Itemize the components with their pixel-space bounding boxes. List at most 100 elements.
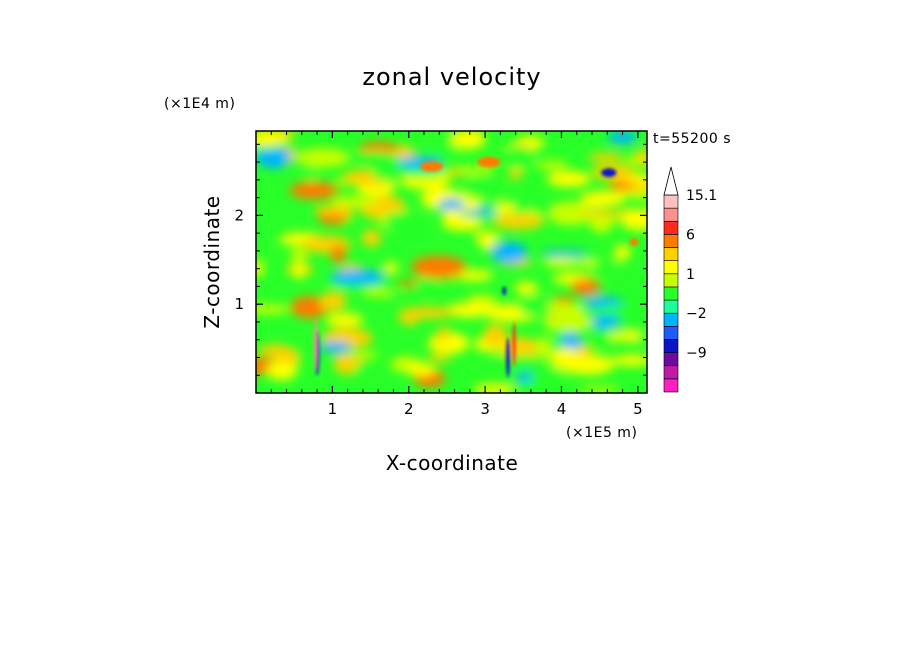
field-blob xyxy=(535,337,553,359)
colorbar-swatch xyxy=(663,234,679,248)
colorbar-swatch xyxy=(663,365,679,380)
field-blob xyxy=(561,355,615,375)
field-blob xyxy=(438,198,465,214)
field-blob xyxy=(434,334,447,341)
field-blob xyxy=(319,292,347,311)
field-smooth-layer xyxy=(256,131,647,393)
heatmap-field xyxy=(256,131,647,393)
field-blob xyxy=(345,151,400,165)
chart-title: zonal velocity xyxy=(362,63,541,91)
field-blob xyxy=(493,201,515,214)
field-blob xyxy=(622,222,647,231)
field-blob xyxy=(490,241,528,264)
field-blob xyxy=(608,331,642,342)
field-blob xyxy=(493,214,545,230)
y-unit-label: (×1E4 m) xyxy=(164,96,235,112)
field-blob xyxy=(474,231,501,243)
colorbar-label: 6 xyxy=(686,227,695,243)
colorbar-swatch xyxy=(663,326,679,340)
field-blob xyxy=(305,165,318,186)
colorbar-swatch xyxy=(663,247,679,261)
field-blob xyxy=(290,296,329,319)
field-feature xyxy=(502,286,507,296)
colorbar-swatch xyxy=(663,312,679,327)
field-blob xyxy=(463,177,506,201)
field-blob xyxy=(426,354,451,362)
field-blob xyxy=(578,210,630,218)
field-blob xyxy=(325,313,364,327)
field-blob xyxy=(347,351,380,359)
field-blob xyxy=(482,324,508,347)
field-feature xyxy=(601,168,617,178)
time-label: t=55200 s xyxy=(653,131,731,147)
x-tick-label: 4 xyxy=(557,400,567,418)
field-blob xyxy=(256,304,291,315)
field-blob xyxy=(592,328,614,352)
colorbar-swatch xyxy=(663,273,679,288)
field-blob xyxy=(411,255,466,279)
field-blob xyxy=(333,353,358,375)
field-blob xyxy=(383,261,399,274)
colorbar-label: −2 xyxy=(686,306,707,322)
colorbar-swatch xyxy=(663,378,679,393)
field-blob xyxy=(587,153,623,163)
field-blob xyxy=(535,160,569,170)
field-blob xyxy=(416,273,440,297)
field-blob xyxy=(296,148,351,168)
x-axis-title: X-coordinate xyxy=(386,451,519,475)
field-blob xyxy=(546,170,591,188)
field-blob xyxy=(613,244,631,261)
colorbar-label: 15.1 xyxy=(686,188,717,204)
field-feature xyxy=(506,337,510,378)
field-blob xyxy=(530,367,568,385)
field-blob xyxy=(571,279,601,296)
field-blob xyxy=(398,308,420,326)
field-blob xyxy=(289,181,339,200)
field-blob xyxy=(361,229,381,247)
field-feature-layer xyxy=(314,156,639,378)
field-feature xyxy=(420,161,444,172)
x-tick-label: 3 xyxy=(480,400,490,418)
field-blob xyxy=(592,304,644,318)
colorbar-swatch xyxy=(663,194,679,209)
field-blob xyxy=(383,211,425,233)
colorbar-swatch xyxy=(663,299,679,314)
field-blob xyxy=(313,205,355,216)
field-blob xyxy=(607,131,638,144)
colorbar-swatch xyxy=(663,339,679,353)
field-blob xyxy=(330,269,385,285)
field-blob xyxy=(579,190,626,207)
y-axis: 12 xyxy=(234,143,647,376)
field-blob xyxy=(266,361,298,381)
field-blob xyxy=(362,289,394,297)
field-blob xyxy=(319,341,352,353)
field-blob xyxy=(256,132,290,146)
field-blob xyxy=(292,262,306,279)
field-blob xyxy=(499,145,537,170)
field-blob xyxy=(610,354,647,366)
colorbar-swatch xyxy=(663,286,679,301)
y-axis-title: Z-coordinate xyxy=(200,195,224,328)
field-blob xyxy=(608,181,635,191)
field-blob xyxy=(546,302,576,316)
field-blob xyxy=(330,244,346,264)
field-blob xyxy=(636,188,647,198)
field-blob xyxy=(262,249,275,257)
x-axis: 1 2 3 4 5 xyxy=(270,131,643,418)
field-blob xyxy=(405,363,437,377)
field-blob xyxy=(514,281,538,295)
y-tick-label: 1 xyxy=(234,295,244,313)
field-blob xyxy=(547,201,594,226)
colorbar-swatch xyxy=(663,260,679,275)
colorbar-label: −9 xyxy=(686,346,707,362)
colorbar: 15.1 6 1 −2 −9 xyxy=(663,166,717,393)
field-blob xyxy=(590,259,622,278)
field-blob xyxy=(518,380,552,392)
x-tick-label: 2 xyxy=(404,400,414,418)
field-feature xyxy=(512,322,516,367)
field-blob xyxy=(476,382,504,390)
field-blob xyxy=(547,328,563,340)
x-tick-label: 5 xyxy=(633,400,643,418)
field-blob xyxy=(371,162,409,182)
